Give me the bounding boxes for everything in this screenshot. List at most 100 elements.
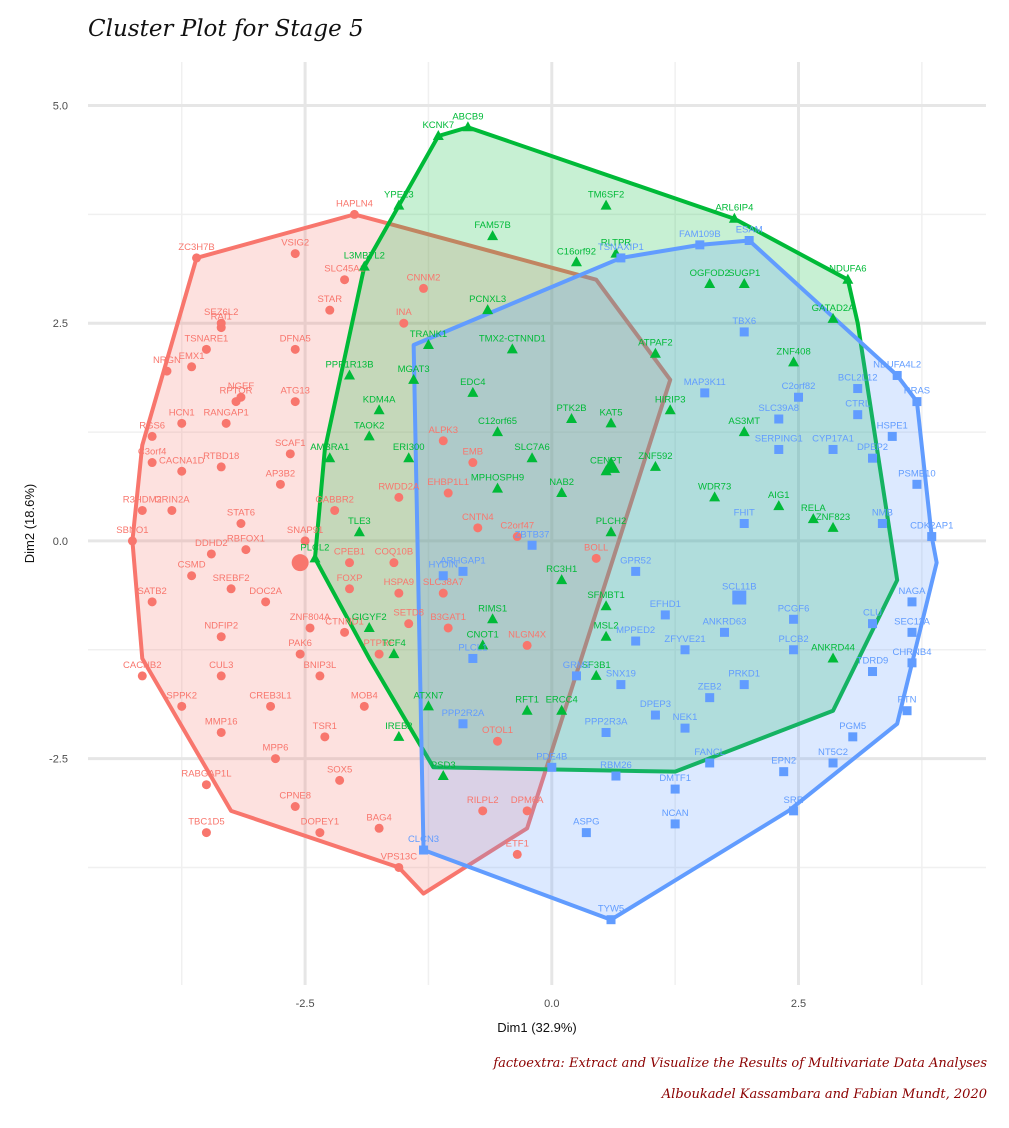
point-PSMB10 [912,479,922,489]
point-IREB2 [393,730,405,741]
point-CLCN3 [419,845,429,855]
point-TBX6 [739,327,749,337]
point-FOXP [345,584,355,594]
label-MMP16: MMP16 [205,716,238,727]
point-SUGP1 [738,278,750,289]
point-PTN [902,706,912,716]
point-TRANK1 [422,338,434,349]
point-NEK1 [680,723,690,733]
label-C16orf92: C16orf92 [557,246,596,257]
label-PSMB10: PSMB10 [898,468,936,479]
label-BCL2L12: BCL2L12 [838,373,878,384]
point-NMB [877,519,887,528]
point-WDR73 [709,491,721,502]
label-TAOK2: TAOK2 [354,420,384,431]
label-NT5C2: NT5C2 [818,747,848,758]
label-CDK2AP1: CDK2AP1 [910,521,953,532]
point-ABCB9 [462,121,474,132]
point-NLGN4X [522,640,532,650]
label-PCGF6: PCGF6 [778,603,810,614]
point-CTNND1 [340,627,350,637]
label-MGAT3: MGAT3 [398,364,430,375]
point-FHIT [739,519,749,528]
x-tick-label: 0.0 [544,998,559,1010]
point-NCAN [670,819,680,829]
label-ERCC4: ERCC4 [546,695,578,706]
label-C2orf47: C2orf47 [500,521,534,532]
point-RGS6 [147,431,157,441]
label-DPEP3: DPEP3 [640,699,671,710]
label-CTNND1: CTNND1 [325,616,364,627]
point-DPEP3 [650,710,660,720]
point-SATB2 [147,597,157,607]
cluster-2-hull [312,125,900,774]
point-DOPEY1 [315,828,325,838]
point-SNX19 [616,680,626,690]
label-DPEP2: DPEP2 [857,442,888,453]
label-GIGYF2: GIGYF2 [352,612,387,623]
label-HCN1: HCN1 [169,407,195,418]
point-AS3MT [738,426,750,437]
label-SNX19: SNX19 [606,669,636,680]
label-CACNA1D: CACNA1D [159,455,205,466]
label-HYDIN: HYDIN [428,560,458,571]
label-OGFOD2: OGFOD2 [690,268,730,279]
point-SF3B1 [590,669,602,680]
point-YPEL3 [393,199,405,210]
point-NDFIP2 [216,632,226,642]
label-KAT5: KAT5 [599,407,622,418]
label-TM6SF2: TM6SF2 [588,190,624,201]
point-RELA [807,513,819,524]
point-CUL3 [216,671,226,681]
label-COQ10B: COQ10B [375,547,414,558]
point-PRKD1 [739,680,749,690]
point-DDHD2 [206,549,216,559]
label-TSNARE1: TSNARE1 [185,333,229,344]
label-PSD3: PSD3 [431,760,456,771]
label-PLCL1: PLCL1 [458,642,487,653]
label-BAG4: BAG4 [366,812,391,823]
label-STAT6: STAT6 [227,508,255,519]
label-SPPK2: SPPK2 [166,690,197,701]
x-tick-label: 2.5 [791,998,806,1010]
label-VSIG2: VSIG2 [281,238,309,249]
point-CNOT1 [477,639,489,650]
point-C2orf47 [512,532,522,542]
label-RFT1: RFT1 [515,695,539,706]
point-AP3B2 [275,479,285,489]
point-PPP2R3A [601,727,611,737]
label-NMB: NMB [872,508,893,519]
point-SFMBT1 [600,600,612,611]
point-SPPK2 [177,701,187,711]
y-axis-title: Dim2 (18.6%) [22,484,37,563]
point-RAI1 [216,323,226,333]
label-HAPLN4: HAPLN4 [336,198,373,209]
label-PTN: PTN [898,695,917,706]
point-MSL2 [600,630,612,641]
point-RIMS1 [487,613,499,624]
label-EFHD1: EFHD1 [650,599,681,610]
label-ATXN7: ATXN7 [413,690,443,701]
point-ATPAF2 [649,347,661,358]
point-NAGA [907,597,917,607]
label-NLGN4X: NLGN4X [508,629,547,640]
label-FAM109B: FAM109B [679,229,721,240]
label-ZNF408: ZNF408 [776,346,810,357]
label-RTBD18: RTBD18 [203,451,239,462]
point-SLC38A7 [438,588,448,598]
point-DPM6A [522,806,532,816]
point-HYDIN [438,571,448,581]
label-SF3B1: SF3B1 [582,660,611,671]
label-HSPE1: HSPE1 [877,420,908,431]
point-C12orf65 [492,426,504,437]
point-RFT1 [521,704,533,715]
point-INA [399,318,409,328]
label-RILPL2: RILPL2 [467,795,499,806]
point-BNIP3L [315,671,325,681]
label-RAI1: RAI1 [211,312,232,323]
point-AMBRA1 [324,452,336,463]
point-PLCL2 [309,552,321,563]
point-TBC1D5 [201,828,211,838]
label-GPR52: GPR52 [620,555,651,566]
